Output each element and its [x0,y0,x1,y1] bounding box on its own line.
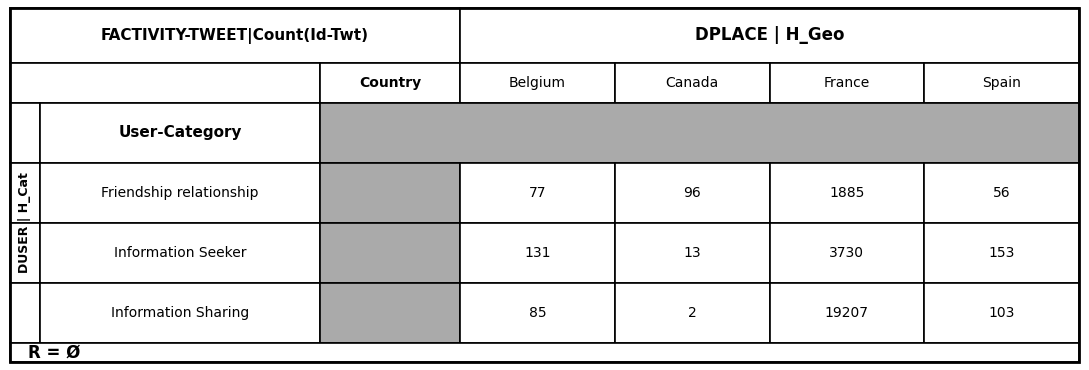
Text: 96: 96 [683,186,701,200]
Text: Belgium: Belgium [509,76,566,90]
Bar [615,223,770,283]
Bar [40,103,320,163]
Text: R = Ø: R = Ø [28,343,81,361]
Text: DPLACE | H_Geo: DPLACE | H_Geo [695,27,844,44]
Text: DUSER | H_Cat: DUSER | H_Cat [19,172,32,273]
Text: 131: 131 [524,246,551,260]
Bar [320,63,460,103]
Text: Information Seeker: Information Seeker [113,246,246,260]
Bar [615,283,770,343]
Text: User-Category: User-Category [119,125,242,141]
Bar [770,283,925,343]
Bar [925,163,1079,223]
Bar [460,63,615,103]
Bar [320,283,460,343]
Bar [10,283,40,343]
Text: France: France [823,76,870,90]
Bar [40,163,320,223]
Bar [10,343,1079,362]
Text: 3730: 3730 [830,246,865,260]
Bar [925,223,1079,283]
Text: Information Sharing: Information Sharing [111,306,249,320]
Bar [320,103,1079,163]
Bar [10,8,460,63]
Text: 153: 153 [989,246,1015,260]
Bar [10,223,40,283]
Text: 56: 56 [993,186,1011,200]
Text: FACTIVITY-TWEET|Count(Id-Twt): FACTIVITY-TWEET|Count(Id-Twt) [101,27,369,44]
Bar [10,103,40,163]
Bar [10,163,40,223]
Text: Spain: Spain [982,76,1021,90]
Bar [460,163,615,223]
Bar [770,223,925,283]
Text: 85: 85 [528,306,547,320]
Text: 13: 13 [683,246,701,260]
Bar [615,63,770,103]
Text: Friendship relationship: Friendship relationship [101,186,259,200]
Text: Canada: Canada [665,76,719,90]
Bar [925,63,1079,103]
Bar [320,163,460,223]
Text: 103: 103 [989,306,1015,320]
Text: 77: 77 [528,186,546,200]
Bar [460,223,615,283]
Bar [615,163,770,223]
Text: 2: 2 [688,306,697,320]
Bar [10,63,320,103]
Bar [925,283,1079,343]
Bar [770,163,925,223]
Bar [320,223,460,283]
Bar [40,223,320,283]
Text: 19207: 19207 [824,306,869,320]
Text: Country: Country [359,76,421,90]
Bar [460,283,615,343]
Bar [770,63,925,103]
Text: 1885: 1885 [829,186,865,200]
Bar [40,283,320,343]
Bar [460,8,1079,63]
